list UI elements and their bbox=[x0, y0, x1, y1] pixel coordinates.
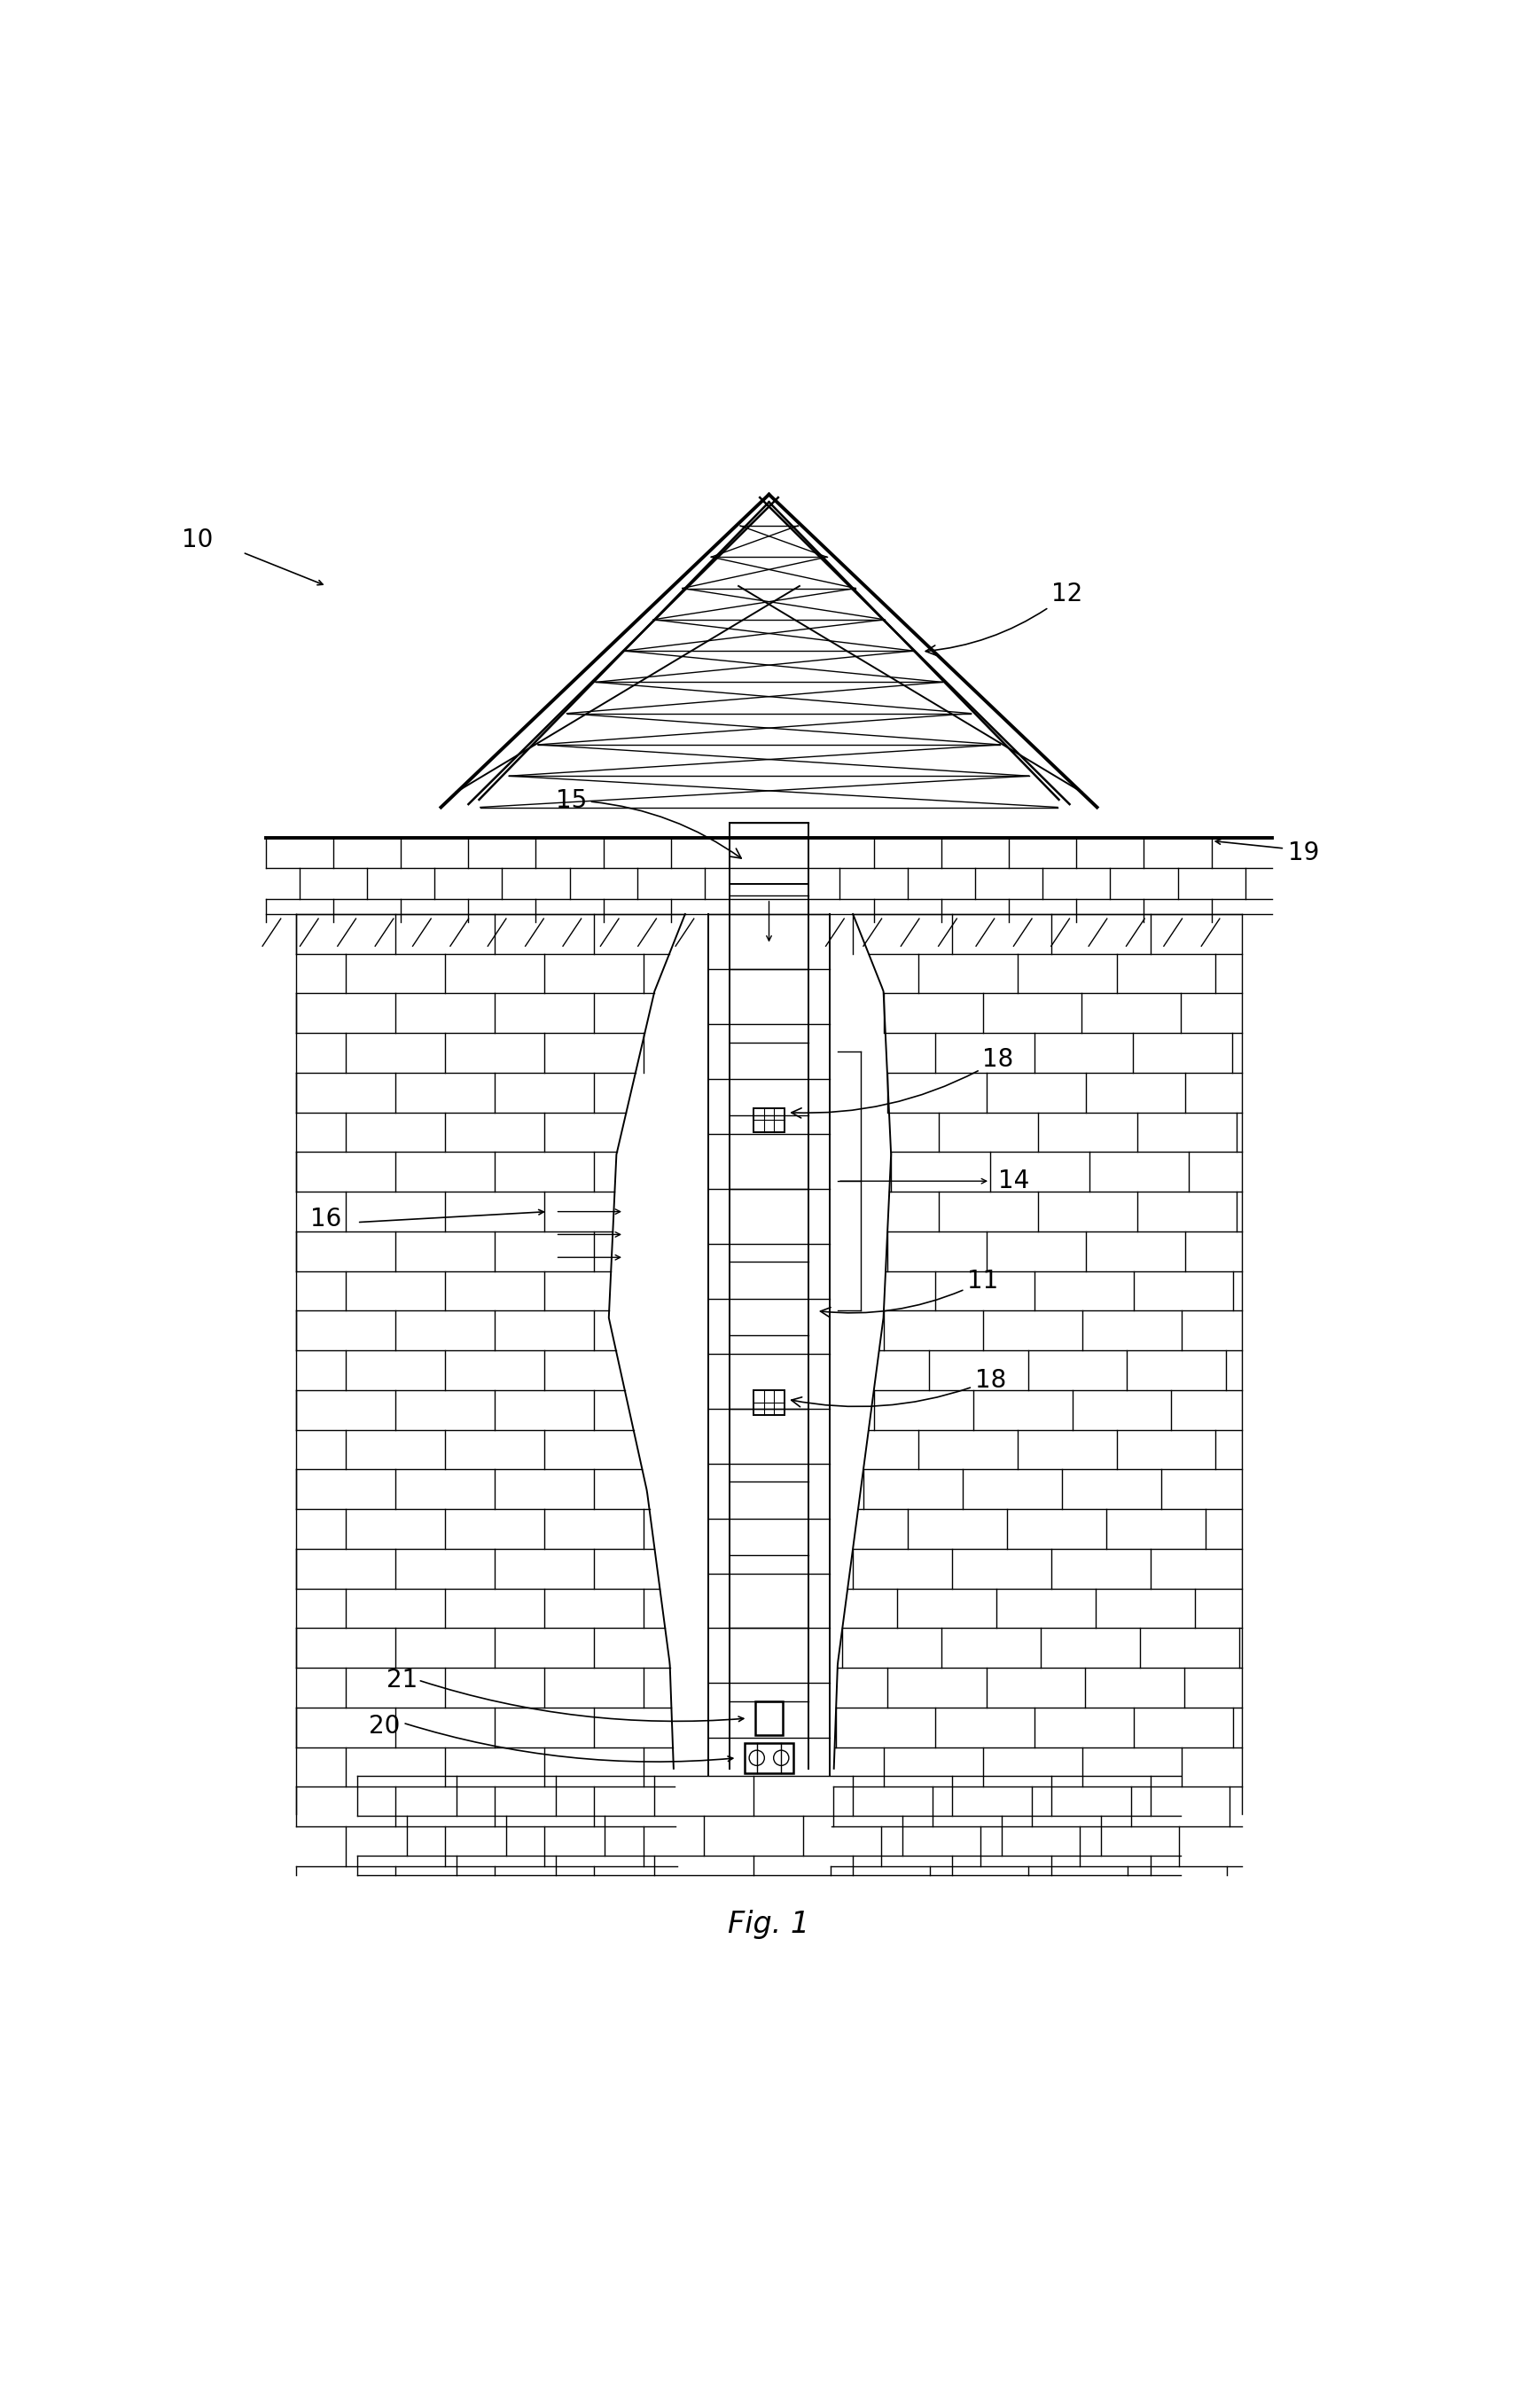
Text: 12: 12 bbox=[926, 583, 1083, 655]
Bar bbox=[754, 1389, 784, 1413]
Text: 18: 18 bbox=[792, 1368, 1006, 1406]
Text: 15: 15 bbox=[555, 787, 741, 857]
Bar bbox=[755, 1702, 783, 1736]
Text: Fig. 1: Fig. 1 bbox=[727, 1910, 811, 1938]
Text: 20: 20 bbox=[369, 1714, 400, 1739]
Bar bbox=[754, 1108, 784, 1132]
Text: 19: 19 bbox=[1287, 840, 1320, 864]
Bar bbox=[744, 1743, 794, 1772]
Text: 10: 10 bbox=[181, 527, 212, 551]
Bar bbox=[729, 824, 809, 884]
Text: 21: 21 bbox=[388, 1669, 418, 1693]
Text: 14: 14 bbox=[998, 1168, 1029, 1194]
Text: 18: 18 bbox=[792, 1047, 1014, 1117]
Text: 11: 11 bbox=[820, 1269, 998, 1317]
Text: 16: 16 bbox=[311, 1206, 341, 1230]
